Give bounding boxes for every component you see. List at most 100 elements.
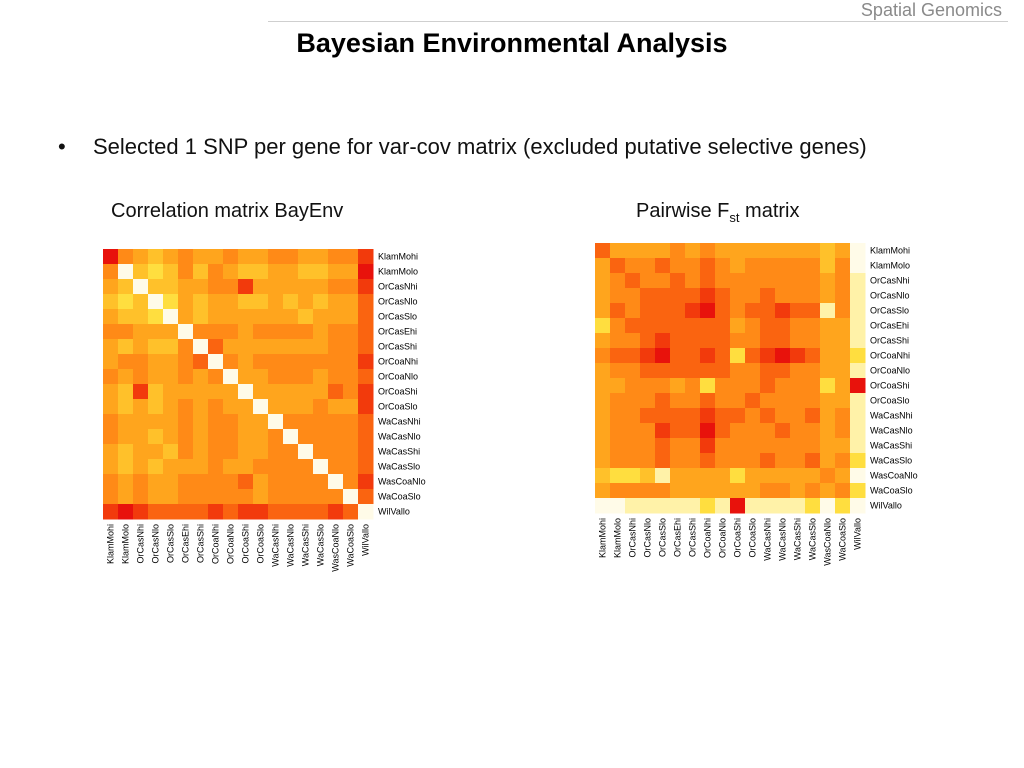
- correlation-cell-WaCasNhi-WaCasNhi: [268, 414, 284, 430]
- correlation-cell-WaCoaSlo-OrCasShi: [193, 489, 209, 505]
- correlation-row-label: OrCoaNhi: [378, 357, 418, 367]
- fst-cell-WaCasNlo-KlamMohi: [595, 423, 611, 439]
- correlation-cell-OrCasNlo-WaCasShi: [298, 294, 314, 310]
- fst-cell-OrCasEhi-OrCoaShi: [730, 318, 746, 334]
- correlation-cell-OrCoaNhi-OrCasSlo: [163, 354, 179, 370]
- correlation-cell-WaCasNlo-KlamMolo: [118, 429, 134, 445]
- fst-cell-OrCasSlo-WaCoaSlo: [835, 303, 851, 319]
- correlation-cell-KlamMolo-OrCoaNhi: [208, 264, 224, 280]
- correlation-cell-WilVallo-WaCasSlo: [313, 504, 329, 520]
- correlation-cell-WilVallo-OrCoaNlo: [223, 504, 239, 520]
- correlation-cell-OrCasNlo-OrCasNhi: [133, 294, 149, 310]
- correlation-cell-WaCasShi-OrCasEhi: [178, 444, 194, 460]
- fst-cell-WilVallo-OrCoaNlo: [715, 498, 731, 514]
- correlation-row-label: KlamMohi: [378, 252, 418, 262]
- correlation-cell-WaCasNhi-OrCoaNhi: [208, 414, 224, 430]
- correlation-cell-WaCasNhi-KlamMolo: [118, 414, 134, 430]
- fst-cell-OrCasSlo-OrCasNlo: [640, 303, 656, 319]
- fst-cell-OrCoaSlo-WaCasShi: [790, 393, 806, 409]
- fst-cell-OrCoaNlo-WilVallo: [850, 363, 866, 379]
- correlation-cell-WaCasSlo-OrCoaShi: [238, 459, 254, 475]
- correlation-cell-OrCoaNlo-OrCoaSlo: [253, 369, 269, 385]
- correlation-cell-WasCoaNlo-KlamMohi: [103, 474, 119, 490]
- fst-cell-WaCoaSlo-WilVallo: [850, 483, 866, 499]
- fst-cell-OrCoaNlo-WaCoaSlo: [835, 363, 851, 379]
- fst-cell-WaCasNlo-WaCasNlo: [775, 423, 791, 439]
- fst-cell-WilVallo-KlamMohi: [595, 498, 611, 514]
- correlation-cell-WaCoaSlo-WilVallo: [358, 489, 374, 505]
- fst-cell-OrCasEhi-OrCoaNhi: [700, 318, 716, 334]
- fst-cell-OrCasEhi-OrCoaSlo: [745, 318, 761, 334]
- correlation-cell-WaCoaSlo-WaCasNhi: [268, 489, 284, 505]
- correlation-cell-WaCasSlo-WaCasSlo: [313, 459, 329, 475]
- fst-cell-OrCasEhi-KlamMolo: [610, 318, 626, 334]
- correlation-cell-OrCasNhi-WasCoaNlo: [328, 279, 344, 295]
- fst-cell-WaCasShi-OrCoaNhi: [700, 438, 716, 454]
- fst-cell-OrCasNhi-WaCasNhi: [760, 273, 776, 289]
- correlation-col-label: OrCasShi: [196, 524, 206, 563]
- correlation-cell-OrCasEhi-WaCoaSlo: [343, 324, 359, 340]
- correlation-cell-WaCasNlo-OrCasNlo: [148, 429, 164, 445]
- fst-cell-WaCasNhi-WaCasNlo: [775, 408, 791, 424]
- fst-cell-OrCasNhi-OrCasNhi: [625, 273, 641, 289]
- fst-cell-KlamMolo-OrCasNlo: [640, 258, 656, 274]
- correlation-cell-OrCasEhi-OrCasEhi: [178, 324, 194, 340]
- fst-cell-OrCoaSlo-OrCoaNhi: [700, 393, 716, 409]
- correlation-cell-WaCasNhi-OrCoaSlo: [253, 414, 269, 430]
- fst-col-label: WaCasSlo: [808, 518, 818, 560]
- fst-cell-KlamMohi-OrCoaShi: [730, 243, 746, 259]
- fst-col-label: WaCasNlo: [778, 518, 788, 561]
- fst-row-label: KlamMolo: [870, 261, 910, 271]
- fst-cell-WaCasShi-KlamMohi: [595, 438, 611, 454]
- correlation-cell-WaCasSlo-OrCasShi: [193, 459, 209, 475]
- fst-cell-KlamMolo-OrCoaNlo: [715, 258, 731, 274]
- correlation-cell-OrCoaNlo-KlamMohi: [103, 369, 119, 385]
- correlation-cell-WaCasShi-OrCasSlo: [163, 444, 179, 460]
- fst-cell-WasCoaNlo-KlamMolo: [610, 468, 626, 484]
- fst-cell-OrCasShi-KlamMolo: [610, 333, 626, 349]
- fst-cell-OrCasNlo-OrCasNlo: [640, 288, 656, 304]
- fst-cell-OrCasNlo-WaCasShi: [790, 288, 806, 304]
- fst-cell-KlamMohi-OrCoaNhi: [700, 243, 716, 259]
- correlation-cell-OrCasNlo-OrCasEhi: [178, 294, 194, 310]
- fst-cell-OrCoaNlo-OrCasEhi: [670, 363, 686, 379]
- correlation-cell-KlamMolo-OrCasEhi: [178, 264, 194, 280]
- fst-cell-WaCoaSlo-OrCoaShi: [730, 483, 746, 499]
- correlation-row-label: OrCoaNlo: [378, 372, 418, 382]
- fst-cell-KlamMohi-WaCasSlo: [805, 243, 821, 259]
- fst-cell-OrCasNlo-OrCoaNhi: [700, 288, 716, 304]
- correlation-cell-WaCasNhi-WaCoaSlo: [343, 414, 359, 430]
- correlation-col-label: OrCasNhi: [136, 524, 146, 564]
- fst-cell-WaCasShi-OrCasShi: [685, 438, 701, 454]
- correlation-cell-WaCasNhi-OrCoaShi: [238, 414, 254, 430]
- fst-cell-OrCoaNhi-WaCasNhi: [760, 348, 776, 364]
- correlation-cell-KlamMohi-OrCoaNhi: [208, 249, 224, 265]
- correlation-cell-OrCoaNhi-OrCoaSlo: [253, 354, 269, 370]
- fst-col-label: KlamMolo: [613, 518, 623, 558]
- correlation-cell-OrCoaShi-WaCasShi: [298, 384, 314, 400]
- correlation-cell-OrCoaNhi-WaCasNlo: [283, 354, 299, 370]
- correlation-cell-OrCasNlo-WaCasNhi: [268, 294, 284, 310]
- section-label: Spatial Genomics: [860, 0, 1002, 20]
- fst-cell-OrCoaNlo-OrCasNhi: [625, 363, 641, 379]
- correlation-cell-WaCasNhi-OrCoaNlo: [223, 414, 239, 430]
- fst-cell-KlamMolo-KlamMolo: [610, 258, 626, 274]
- fst-cell-OrCasNlo-WilVallo: [850, 288, 866, 304]
- correlation-col-label: OrCoaShi: [241, 524, 251, 564]
- fst-cell-WilVallo-OrCasNhi: [625, 498, 641, 514]
- fst-cell-WaCasShi-WaCasNhi: [760, 438, 776, 454]
- correlation-cell-WasCoaNlo-WaCoaSlo: [343, 474, 359, 490]
- correlation-cell-OrCasNhi-KlamMohi: [103, 279, 119, 295]
- fst-cell-KlamMolo-WasCoaNlo: [820, 258, 836, 274]
- correlation-cell-WaCasShi-WaCasShi: [298, 444, 314, 460]
- fst-row-label: OrCoaNlo: [870, 366, 910, 376]
- correlation-cell-WasCoaNlo-OrCoaNhi: [208, 474, 224, 490]
- fst-cell-OrCoaNlo-OrCoaNhi: [700, 363, 716, 379]
- bullet-symbol: •: [58, 134, 66, 159]
- correlation-row-label: WaCasShi: [378, 447, 420, 457]
- fst-row-label: OrCasNhi: [870, 276, 910, 286]
- correlation-cell-OrCasEhi-WaCasNlo: [283, 324, 299, 340]
- correlation-cell-OrCoaNhi-OrCoaShi: [238, 354, 254, 370]
- fst-col-label: OrCasEhi: [673, 518, 683, 557]
- correlation-cell-OrCasEhi-OrCasNhi: [133, 324, 149, 340]
